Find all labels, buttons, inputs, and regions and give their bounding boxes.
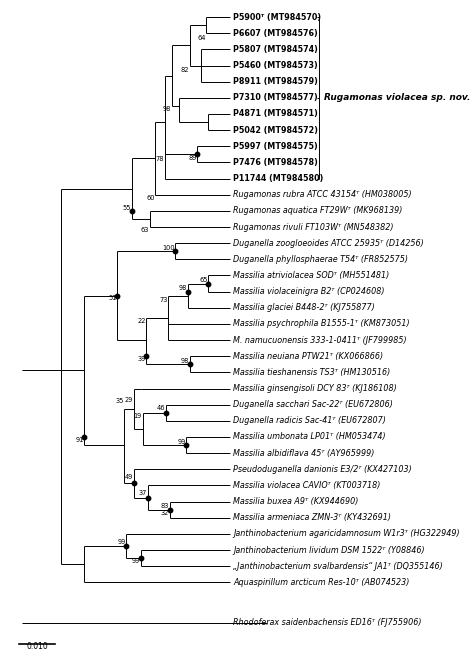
Text: Massilia glaciei B448-2ᵀ (KJ755877): Massilia glaciei B448-2ᵀ (KJ755877): [233, 303, 375, 312]
Text: 65: 65: [199, 278, 208, 284]
Text: P5042 (MT984572): P5042 (MT984572): [233, 125, 318, 135]
Text: 64: 64: [197, 35, 206, 41]
Text: P11744 (MT984580): P11744 (MT984580): [233, 174, 323, 183]
Text: Rugamonas violacea sp. nov.: Rugamonas violacea sp. nov.: [324, 94, 470, 102]
Text: Rhodoferax saidenbachensis ED16ᵀ (FJ755906): Rhodoferax saidenbachensis ED16ᵀ (FJ7559…: [233, 618, 421, 627]
Text: 0.010: 0.010: [26, 642, 48, 651]
Text: P5997 (MT984575): P5997 (MT984575): [233, 142, 318, 151]
Text: 91: 91: [75, 437, 83, 443]
Text: 19: 19: [134, 413, 142, 419]
Text: Duganella zoogloeoides ATCC 25935ᵀ (D14256): Duganella zoogloeoides ATCC 25935ᵀ (D142…: [233, 238, 424, 248]
Text: M. namucuonensis 333-1-0411ᵀ (JF799985): M. namucuonensis 333-1-0411ᵀ (JF799985): [233, 335, 407, 345]
Text: 35: 35: [115, 398, 124, 404]
Text: Massilia tieshanensis TS3ᵀ (HM130516): Massilia tieshanensis TS3ᵀ (HM130516): [233, 368, 390, 377]
Text: Massilia psychrophila B1555-1ᵀ (KM873051): Massilia psychrophila B1555-1ᵀ (KM873051…: [233, 319, 410, 329]
Text: P7310 (MT984577): P7310 (MT984577): [233, 94, 318, 102]
Text: 98: 98: [181, 358, 189, 364]
Text: Massilia buxea A9ᵀ (KX944690): Massilia buxea A9ᵀ (KX944690): [233, 497, 358, 506]
Text: Rugamonas rivuli FT103Wᵀ (MN548382): Rugamonas rivuli FT103Wᵀ (MN548382): [233, 222, 393, 232]
Text: 98: 98: [179, 286, 188, 291]
Text: 78: 78: [155, 156, 164, 162]
Text: Aquaspirillum arcticum Res-10ᵀ (AB074523): Aquaspirillum arcticum Res-10ᵀ (AB074523…: [233, 578, 410, 587]
Text: 51: 51: [108, 295, 117, 301]
Text: P8911 (MT984579): P8911 (MT984579): [233, 77, 318, 86]
Text: P5807 (MT984574): P5807 (MT984574): [233, 45, 318, 54]
Text: 63: 63: [141, 227, 149, 233]
Text: 29: 29: [125, 397, 133, 403]
Text: 46: 46: [157, 405, 165, 411]
Text: 60: 60: [146, 195, 155, 201]
Text: P5460 (MT984573): P5460 (MT984573): [233, 61, 318, 70]
Text: P5900ᵀ (MT984570): P5900ᵀ (MT984570): [233, 13, 321, 22]
Text: „Janthinobacterium svalbardensis“ JA1ᵀ (DQ355146): „Janthinobacterium svalbardensis“ JA1ᵀ (…: [233, 562, 443, 570]
Text: 22: 22: [137, 317, 146, 323]
Text: Janthinobacterium lividum DSM 1522ᵀ (Y08846): Janthinobacterium lividum DSM 1522ᵀ (Y08…: [233, 546, 425, 554]
Text: 73: 73: [159, 297, 167, 303]
Text: 82: 82: [181, 67, 189, 74]
Text: 39: 39: [137, 357, 146, 363]
Text: 89: 89: [188, 155, 197, 161]
Text: Massilia ginsengisoli DCY 83ᵀ (KJ186108): Massilia ginsengisoli DCY 83ᵀ (KJ186108): [233, 384, 397, 393]
Text: 83: 83: [161, 503, 169, 509]
Text: 32: 32: [161, 510, 169, 516]
Text: 99: 99: [132, 558, 140, 564]
Text: Massilia violaceinigra B2ᵀ (CP024608): Massilia violaceinigra B2ᵀ (CP024608): [233, 287, 384, 296]
Text: Janthinobacterium agaricidamnosum W1r3ᵀ (HG322949): Janthinobacterium agaricidamnosum W1r3ᵀ …: [233, 529, 460, 539]
Text: Rugamonas aquatica FT29Wᵀ (MK968139): Rugamonas aquatica FT29Wᵀ (MK968139): [233, 207, 402, 215]
Text: P4871 (MT984571): P4871 (MT984571): [233, 110, 318, 118]
Text: Massilia violacea CAVIOᵀ (KT003718): Massilia violacea CAVIOᵀ (KT003718): [233, 481, 381, 490]
Text: P7476 (MT984578): P7476 (MT984578): [233, 158, 318, 167]
Text: 49: 49: [125, 474, 133, 480]
Text: Duganella sacchari Sac-22ᵀ (EU672806): Duganella sacchari Sac-22ᵀ (EU672806): [233, 400, 393, 409]
Text: Massilia albidiflava 45ᵀ (AY965999): Massilia albidiflava 45ᵀ (AY965999): [233, 449, 374, 457]
Text: Massilia atriviolacea SODᵀ (MH551481): Massilia atriviolacea SODᵀ (MH551481): [233, 271, 389, 280]
Text: 100: 100: [162, 245, 175, 251]
Text: 98: 98: [163, 106, 171, 112]
Text: 55: 55: [122, 205, 131, 210]
Text: Massilia armeniaca ZMN-3ᵀ (KY432691): Massilia armeniaca ZMN-3ᵀ (KY432691): [233, 513, 391, 522]
Text: Pseudoduganella danionis E3/2ᵀ (KX427103): Pseudoduganella danionis E3/2ᵀ (KX427103…: [233, 465, 412, 474]
Text: Duganella phyllosphaerae T54ᵀ (FR852575): Duganella phyllosphaerae T54ᵀ (FR852575): [233, 255, 408, 264]
Text: 99: 99: [177, 439, 186, 445]
Text: Massilia umbonata LP01ᵀ (HM053474): Massilia umbonata LP01ᵀ (HM053474): [233, 432, 386, 442]
Text: P6607 (MT984576): P6607 (MT984576): [233, 29, 318, 38]
Text: Duganella radicis Sac-41ᵀ (EU672807): Duganella radicis Sac-41ᵀ (EU672807): [233, 416, 386, 426]
Text: Rugamonas rubra ATCC 43154ᵀ (HM038005): Rugamonas rubra ATCC 43154ᵀ (HM038005): [233, 190, 412, 199]
Text: Massilia neuiana PTW21ᵀ (KX066866): Massilia neuiana PTW21ᵀ (KX066866): [233, 352, 383, 361]
Text: 37: 37: [139, 491, 147, 497]
Text: 99: 99: [117, 539, 126, 545]
